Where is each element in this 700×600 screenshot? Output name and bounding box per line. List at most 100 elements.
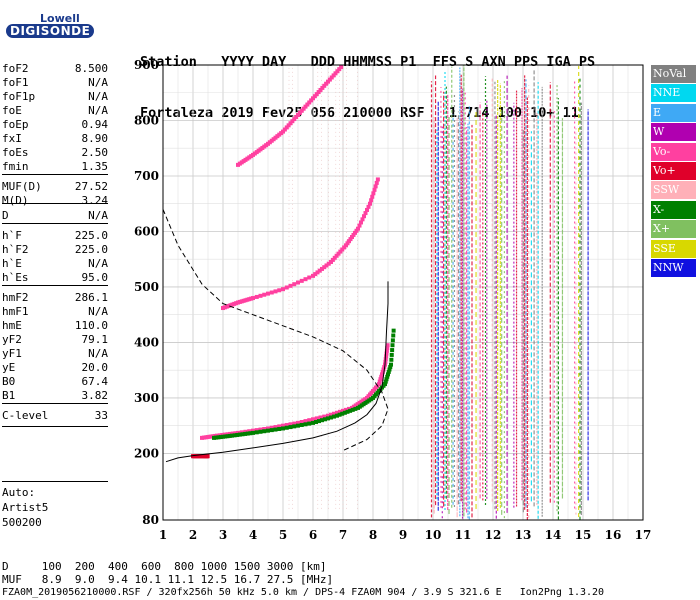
trace-point-o2 <box>370 194 375 199</box>
param-value: N/A <box>88 347 108 360</box>
trace-point-o2 <box>354 228 359 233</box>
y-tick-label: 700 <box>134 169 159 183</box>
trace-point-o <box>262 427 267 431</box>
modeled-profile <box>162 209 389 452</box>
trace-point-x <box>212 435 216 440</box>
trace-point-o2 <box>353 230 357 235</box>
trace-point-o3 <box>312 94 317 99</box>
trace-point-o <box>307 418 312 423</box>
trace-point-o2 <box>348 237 353 242</box>
trace-point-o <box>332 411 336 416</box>
param-row-hmf1: hmF1 N/A <box>2 305 108 318</box>
trace-point-x <box>350 407 355 412</box>
trace-point-o <box>303 419 308 424</box>
x-tick-label: 7 <box>339 528 347 542</box>
param-value: 110.0 <box>74 319 108 332</box>
legend-item-e: E <box>651 103 696 122</box>
param-row-fxi: fxI 8.90 <box>2 132 108 145</box>
trace-point-x <box>243 431 248 436</box>
param-value: N/A <box>88 104 108 117</box>
trace-point-x <box>383 379 388 384</box>
trace-point-o3 <box>284 125 289 130</box>
trace-point-x <box>262 429 267 434</box>
trace-point-o2 <box>375 177 380 182</box>
trace-point-o2 <box>254 294 259 299</box>
param-key: yF2 <box>2 333 22 346</box>
trace-point-x <box>218 435 223 440</box>
x-tick-label: 8 <box>369 528 377 542</box>
trace-point-x <box>248 431 253 436</box>
trace-point-o2 <box>365 207 369 212</box>
trace-point-o <box>377 382 381 387</box>
param-row-hme: hmE 110.0 <box>2 319 108 332</box>
logo-brand-main: DIGISONDE <box>6 24 95 38</box>
trace-point-x <box>386 372 390 377</box>
trace-point-o <box>273 425 278 430</box>
param-value: N/A <box>88 257 108 270</box>
param-separator <box>2 285 108 286</box>
trace-point-o2 <box>362 214 366 219</box>
param-value: N/A <box>88 209 108 222</box>
trace-point-o3 <box>337 67 342 72</box>
param-value: 225.0 <box>74 229 108 242</box>
param-separator <box>2 481 108 482</box>
param-key: MUF(D) <box>2 180 42 193</box>
trace-point-o2 <box>330 257 335 262</box>
trace-point-o <box>254 428 259 433</box>
trace-point-x <box>235 432 240 437</box>
trace-point-o <box>384 354 389 359</box>
trace-point-o3 <box>305 102 310 107</box>
trace-point-o2 <box>366 204 371 209</box>
param-value: 225.0 <box>74 243 108 256</box>
auto-label: Auto: <box>2 486 36 499</box>
trace-point-o2 <box>350 235 354 240</box>
param-key: hmE <box>2 319 22 332</box>
auto-version: 500200 <box>2 516 42 529</box>
trace-point-x <box>335 413 339 418</box>
trace-point-o <box>385 345 390 350</box>
trace-point-x <box>284 425 289 430</box>
param-key: foF2 <box>2 62 29 75</box>
x-tick-labels: 1 2 3 4 5 6 7 8 9 10 11 12 13 14 15 16 17 <box>159 528 652 542</box>
trace-point-o2 <box>296 280 300 285</box>
trace-point-o3 <box>333 71 338 76</box>
legend-item-vo-: Vo- <box>651 142 696 161</box>
legend-item-noval: NoVal <box>651 65 696 83</box>
trace-point-o2 <box>258 293 263 298</box>
trace-point-o2 <box>292 282 297 287</box>
trace-point-o2 <box>344 243 348 248</box>
trace-point-o2 <box>332 255 337 260</box>
trace-point-x <box>214 435 219 440</box>
param-row-foes: foEs 2.50 <box>2 146 108 159</box>
y-tick-label: 300 <box>134 391 159 405</box>
trace-point-o <box>284 422 289 427</box>
trace-point-x <box>314 419 318 424</box>
trace-point-x <box>240 432 245 437</box>
trace-point-x <box>303 422 308 427</box>
trace-point-o3 <box>326 79 330 84</box>
x-tick-label: 15 <box>575 528 592 542</box>
trace-point-o2 <box>266 291 270 296</box>
logo-brand-top: Lowell <box>40 12 80 25</box>
trace-point-o2 <box>322 265 327 270</box>
distance-row: D 100 200 400 600 800 1000 1500 3000 [km… <box>2 560 327 573</box>
param-row-fof1: foF1 N/A <box>2 76 108 89</box>
x-tick-label: 1 <box>159 528 167 542</box>
header-line-1: Station YYYY DAY DDD HHMMSS P1 FFS S AXN… <box>140 54 596 70</box>
param-row-fmin: fmin 1.35 <box>2 160 108 173</box>
x-tick-label: 10 <box>425 528 442 542</box>
trace-point-o2 <box>340 247 345 252</box>
trace-point-x <box>337 412 342 417</box>
param-row-fof2: foF2 8.500 <box>2 62 108 75</box>
param-row-b0: B0 67.4 <box>2 375 108 388</box>
param-row-muf-d-: MUF(D) 27.52 <box>2 180 108 193</box>
param-value: N/A <box>88 76 108 89</box>
y-tick-label: 500 <box>134 280 159 294</box>
param-row-ye: yE 20.0 <box>2 361 108 374</box>
trace-point-o2 <box>284 285 289 290</box>
param-row-hmf2: hmF2 286.1 <box>2 291 108 304</box>
param-value: N/A <box>88 90 108 103</box>
trace-point-o2 <box>313 272 318 277</box>
param-separator <box>2 174 108 175</box>
